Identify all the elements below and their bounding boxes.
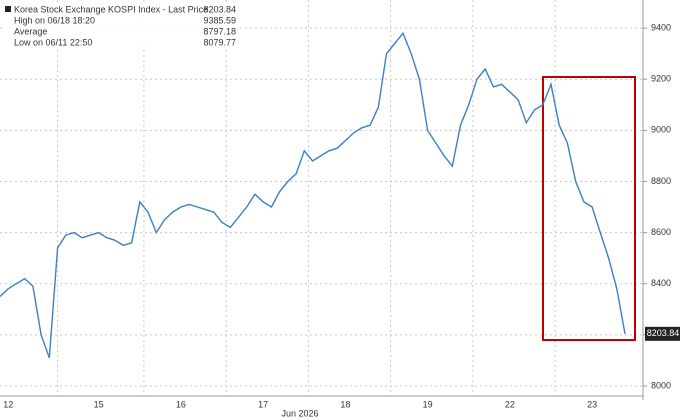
y-tick-label: 9200 bbox=[651, 74, 671, 84]
x-axis-label: Jun 2026 bbox=[281, 408, 318, 418]
last-price-tag bbox=[645, 326, 680, 341]
last-price-label: 8203.84 bbox=[647, 328, 680, 338]
x-tick-label: 19 bbox=[423, 399, 433, 409]
y-tick-label: 9400 bbox=[651, 22, 671, 32]
legend-box bbox=[2, 3, 240, 49]
x-tick-label: 23 bbox=[587, 399, 597, 409]
y-tick-label: 8800 bbox=[651, 176, 671, 186]
x-tick-label: 16 bbox=[176, 399, 186, 409]
legend-value: 9385.59 bbox=[203, 15, 236, 25]
legend-label: High on 06/18 18:20 bbox=[14, 15, 95, 25]
y-tick-label: 8000 bbox=[651, 380, 671, 390]
highlight-box bbox=[542, 76, 636, 341]
x-tick-label: 17 bbox=[258, 399, 268, 409]
x-tick-label: 15 bbox=[94, 399, 104, 409]
x-tick-label: 12 bbox=[3, 399, 13, 409]
grid bbox=[0, 0, 643, 396]
legend-title: Korea Stock Exchange KOSPI Index - Last … bbox=[14, 4, 208, 14]
legend-label: Average bbox=[14, 26, 47, 36]
price-line bbox=[0, 31, 626, 359]
y-tick-label: 8400 bbox=[651, 278, 671, 288]
legend-label: Low on 06/11 22:50 bbox=[14, 37, 92, 47]
legend-value: 8797.18 bbox=[203, 26, 236, 36]
x-tick-label: 22 bbox=[505, 399, 515, 409]
legend-swatch bbox=[5, 6, 11, 12]
legend: Korea Stock Exchange KOSPI Index - Last … bbox=[2, 3, 240, 49]
legend-value: 8079.77 bbox=[203, 37, 236, 47]
y-tick-label: 9000 bbox=[651, 125, 671, 135]
legend-title-value: 8203.84 bbox=[203, 4, 236, 14]
y-tick-label: 8600 bbox=[651, 227, 671, 237]
x-tick-label: 18 bbox=[340, 399, 350, 409]
